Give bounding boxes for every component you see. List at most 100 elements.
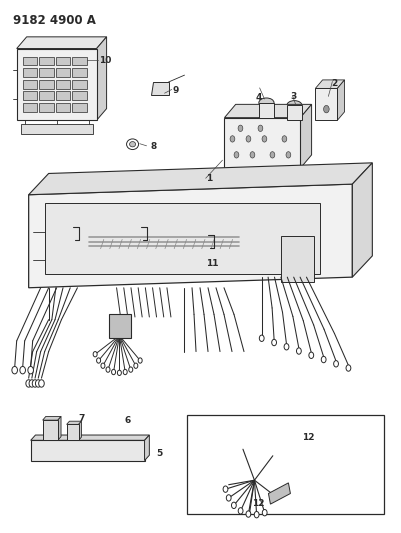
Bar [23, 68, 37, 77]
Bar [72, 91, 87, 100]
Text: 10: 10 [99, 56, 111, 64]
Bar [259, 103, 274, 118]
Polygon shape [67, 421, 81, 424]
Text: 4: 4 [256, 93, 262, 102]
Text: 12: 12 [253, 498, 265, 507]
Bar [72, 68, 87, 77]
Polygon shape [144, 435, 149, 461]
Bar [56, 68, 70, 77]
Polygon shape [30, 435, 149, 440]
Circle shape [231, 502, 236, 508]
Circle shape [262, 136, 267, 142]
Text: 3: 3 [290, 92, 297, 101]
Circle shape [134, 363, 138, 368]
Circle shape [226, 495, 231, 501]
Circle shape [93, 352, 97, 357]
Text: 1: 1 [207, 174, 213, 183]
Circle shape [246, 136, 251, 142]
Text: 2: 2 [332, 78, 338, 87]
Polygon shape [28, 163, 373, 195]
Polygon shape [43, 416, 61, 420]
Circle shape [262, 510, 267, 516]
Polygon shape [316, 80, 344, 88]
Circle shape [29, 379, 34, 387]
Polygon shape [268, 483, 290, 504]
Bar [39, 79, 54, 88]
Text: 12: 12 [302, 433, 315, 442]
Bar [225, 118, 300, 168]
Circle shape [321, 357, 326, 363]
Bar [67, 424, 79, 440]
Ellipse shape [287, 101, 302, 110]
Bar [23, 91, 37, 100]
Circle shape [259, 335, 264, 342]
Circle shape [270, 152, 275, 158]
Circle shape [230, 136, 235, 142]
Bar [39, 68, 54, 77]
Bar [186, 415, 384, 514]
Bar [39, 91, 54, 100]
Circle shape [32, 379, 38, 387]
Text: 7: 7 [79, 414, 85, 423]
Circle shape [246, 511, 251, 517]
Text: 9: 9 [172, 85, 179, 94]
Ellipse shape [259, 115, 274, 121]
Ellipse shape [259, 98, 274, 108]
Polygon shape [17, 37, 107, 49]
Circle shape [258, 125, 263, 132]
Text: 8: 8 [150, 142, 157, 151]
Text: 5: 5 [156, 449, 163, 458]
Polygon shape [337, 80, 344, 120]
Polygon shape [58, 416, 61, 440]
Polygon shape [300, 104, 312, 168]
Circle shape [129, 367, 133, 372]
Circle shape [254, 512, 259, 518]
Bar [56, 103, 70, 112]
Circle shape [138, 358, 142, 363]
Circle shape [324, 106, 329, 113]
Circle shape [346, 365, 351, 371]
Circle shape [282, 136, 287, 142]
Polygon shape [79, 421, 81, 440]
Bar [45, 203, 320, 274]
Polygon shape [28, 184, 352, 288]
Ellipse shape [247, 447, 270, 487]
Circle shape [38, 379, 44, 387]
Bar [56, 91, 70, 100]
Bar [109, 314, 131, 338]
Bar [23, 56, 37, 66]
Circle shape [272, 340, 277, 346]
Circle shape [26, 379, 31, 387]
Polygon shape [150, 82, 168, 95]
Bar [287, 106, 302, 120]
Bar [316, 88, 337, 120]
Circle shape [334, 361, 338, 367]
Ellipse shape [287, 117, 302, 124]
Circle shape [106, 367, 110, 372]
Bar [281, 236, 314, 282]
Circle shape [223, 486, 228, 492]
Bar [72, 103, 87, 112]
Circle shape [20, 367, 26, 374]
Circle shape [296, 348, 301, 354]
Bar [72, 79, 87, 88]
Circle shape [35, 379, 41, 387]
Bar [56, 79, 70, 88]
Circle shape [234, 152, 239, 158]
Circle shape [238, 125, 243, 132]
Bar [21, 124, 93, 134]
Circle shape [117, 370, 122, 375]
Bar [56, 56, 70, 66]
Circle shape [111, 369, 115, 375]
Circle shape [12, 367, 18, 374]
Polygon shape [97, 37, 107, 120]
Circle shape [309, 352, 314, 359]
Circle shape [28, 367, 33, 374]
Polygon shape [225, 104, 312, 118]
Text: 11: 11 [207, 260, 219, 268]
Bar [30, 440, 144, 461]
Text: 6: 6 [125, 416, 131, 425]
Bar [23, 103, 37, 112]
Bar [43, 420, 58, 440]
Polygon shape [352, 163, 373, 277]
